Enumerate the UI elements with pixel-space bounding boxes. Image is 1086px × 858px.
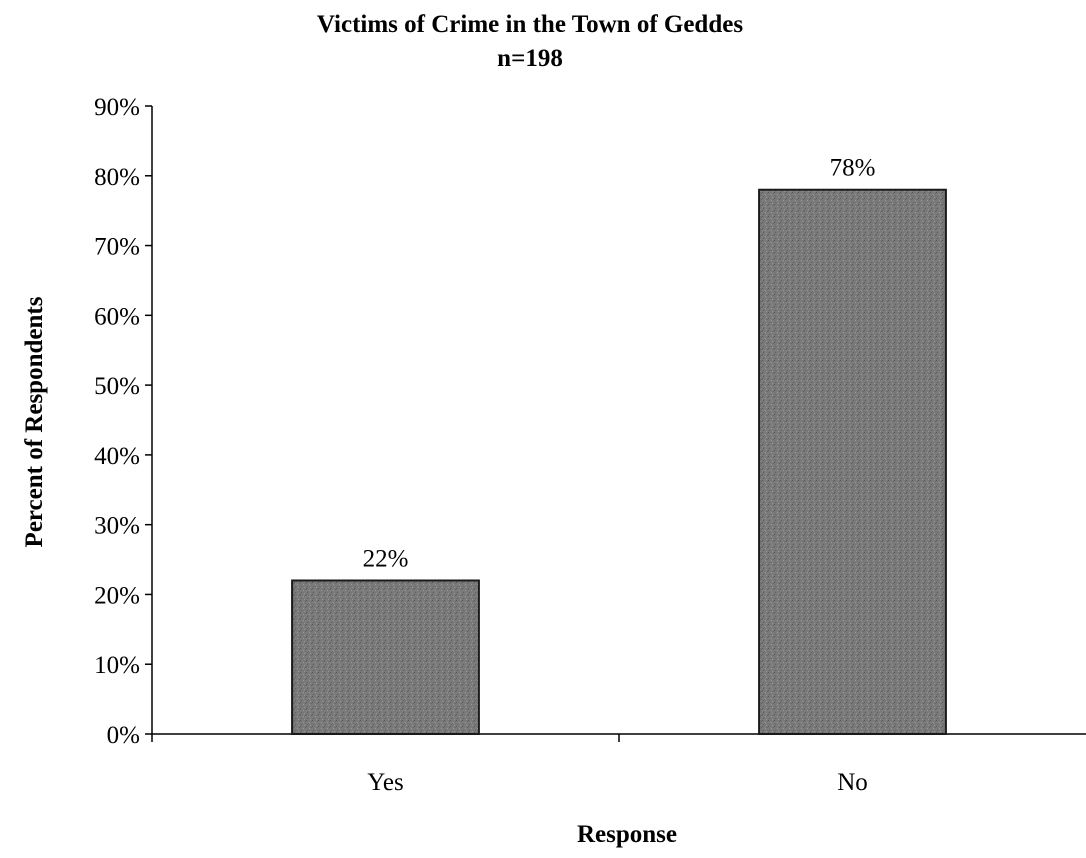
bar-yes bbox=[291, 579, 480, 735]
data-labels: 22% 78% bbox=[363, 155, 876, 573]
y-axis-title: Percent of Respondents bbox=[21, 296, 48, 547]
chart-title: Victims of Crime in the Town of Geddes bbox=[317, 11, 743, 38]
y-tick-label: 70% bbox=[94, 234, 140, 261]
chart-subtitle: n=198 bbox=[497, 45, 563, 72]
x-category-label-no: No bbox=[837, 769, 868, 796]
y-tick-label: 0% bbox=[107, 722, 140, 749]
category-labels: Yes No bbox=[367, 769, 867, 796]
y-tick-label: 90% bbox=[94, 94, 140, 121]
y-tick-label: 10% bbox=[94, 652, 140, 679]
y-tick-label: 80% bbox=[94, 164, 140, 191]
y-tick-label: 50% bbox=[94, 373, 140, 400]
y-tick-label: 20% bbox=[94, 582, 140, 609]
x-category-label-yes: Yes bbox=[367, 769, 403, 796]
y-tick-label: 60% bbox=[94, 303, 140, 330]
y-tick-label: 40% bbox=[94, 443, 140, 470]
bar-no bbox=[758, 188, 947, 735]
y-tick-label: 30% bbox=[94, 513, 140, 540]
data-label-yes: 22% bbox=[363, 545, 409, 572]
y-axis: 0% 10% 20% 30% 40% 50% 60% 70% 80% 90% bbox=[94, 94, 153, 749]
x-axis bbox=[151, 733, 1086, 742]
x-axis-title: Response bbox=[577, 821, 677, 848]
data-label-no: 78% bbox=[830, 155, 876, 182]
bars bbox=[291, 188, 947, 735]
